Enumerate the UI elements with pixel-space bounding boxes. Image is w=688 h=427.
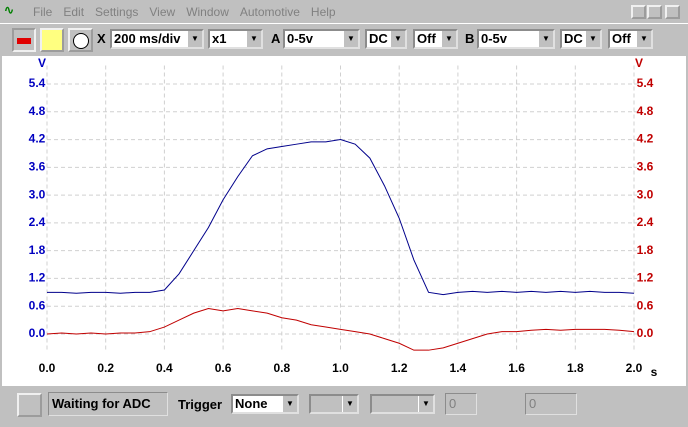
restore-button[interactable]	[647, 5, 662, 19]
zoom-combo[interactable]: x1	[208, 29, 263, 49]
spectrum-button[interactable]	[40, 28, 64, 52]
close-button[interactable]	[665, 5, 680, 19]
y2-tick-label: 4.8	[637, 104, 654, 118]
menu-item[interactable]: View	[149, 5, 176, 19]
y-tick-label: 5.4	[29, 76, 46, 90]
offset-combo[interactable]: Off	[413, 29, 458, 49]
y2-tick-label: 5.4	[637, 76, 654, 90]
y2-tick-label: 1.8	[637, 243, 654, 257]
menu-bar: File Edit Settings View Window Automotive Help	[33, 5, 347, 19]
range-combo[interactable]: 0-5v	[477, 29, 555, 49]
app-icon: ∿	[4, 3, 15, 17]
y-tick-label: 4.2	[29, 132, 46, 146]
x-tick-label: 0.0	[39, 361, 56, 375]
y2-tick-label: 2.4	[637, 215, 654, 229]
y-tick-label: 3.0	[29, 187, 46, 201]
y-tick-label: 2.4	[29, 215, 46, 229]
coupling-combo[interactable]: DC	[560, 29, 602, 49]
menu-item[interactable]: Edit	[63, 5, 85, 19]
menu-item[interactable]: Help	[310, 5, 336, 19]
trigger-edge-combo[interactable]	[370, 394, 435, 414]
timebase-combo[interactable]: 200 ms/div	[110, 29, 204, 49]
scope-chart: 0.0 0.2 0.4 0.6 0.8 1.0 1.2 1.4 1.6 1.8 2.0 0.0 0.6 1…	[2, 56, 686, 386]
x-tick-label: 1.6	[508, 361, 525, 375]
x-tick-label: 0.6	[215, 361, 232, 375]
channel-label: A	[271, 31, 281, 46]
offset-combo[interactable]: Off	[608, 29, 653, 49]
timebase-label: X	[97, 31, 106, 46]
spin-box[interactable]: 0	[525, 393, 577, 415]
y-tick-label: 4.8	[29, 104, 46, 118]
menu-item[interactable]: File	[33, 5, 53, 19]
y-tick-label: 0.6	[29, 298, 46, 312]
x-tick-label: 2.0	[626, 361, 643, 375]
y-tick-label: 0.0	[29, 326, 46, 340]
y2-unit: V	[635, 56, 643, 70]
separator	[0, 23, 688, 24]
channel-a-button[interactable]	[12, 28, 36, 52]
menu-item[interactable]: Settings	[95, 5, 139, 19]
channel-label: B	[465, 31, 475, 46]
x-tick-label: 0.2	[97, 361, 114, 375]
x-tick-label: 0.8	[273, 361, 290, 375]
y-unit: V	[38, 56, 46, 70]
trace	[47, 139, 635, 296]
coupling-combo[interactable]: DC	[365, 29, 407, 49]
y2-tick-label: 3.0	[637, 187, 654, 201]
x-tick-label: 1.4	[450, 361, 467, 375]
y2-tick-label: 4.2	[637, 132, 654, 146]
x-tick-label: 0.4	[156, 361, 173, 375]
x-unit: s	[651, 365, 658, 379]
y2-tick-label: 3.6	[637, 160, 654, 174]
status-message: Waiting for ADC	[48, 392, 168, 416]
y2-tick-label: 0.6	[637, 298, 654, 312]
y2-tick-label: 1.2	[637, 271, 654, 285]
menu-item[interactable]: Window	[186, 5, 229, 19]
plot-background	[2, 56, 686, 386]
start-button[interactable]	[17, 393, 42, 417]
trigger-channel-combo[interactable]	[309, 394, 359, 414]
trigger-combo[interactable]: None	[231, 394, 299, 414]
y2-tick-label: 0.0	[637, 326, 654, 340]
y-tick-label: 1.8	[29, 243, 46, 257]
trace	[46, 308, 635, 351]
y-tick-label: 3.6	[29, 160, 46, 174]
range-combo[interactable]: 0-5v	[283, 29, 360, 49]
menu-item[interactable]: Automotive	[239, 5, 300, 19]
y-tick-label: 1.2	[29, 271, 46, 285]
spin-box[interactable]: 0	[445, 393, 477, 415]
minimize-button[interactable]	[631, 5, 646, 19]
trigger-label: Trigger	[178, 397, 223, 412]
x-tick-label: 1.0	[332, 361, 349, 375]
x-tick-label: 1.8	[567, 361, 584, 375]
meter-button[interactable]	[68, 28, 93, 52]
x-tick-label: 1.2	[391, 361, 408, 375]
